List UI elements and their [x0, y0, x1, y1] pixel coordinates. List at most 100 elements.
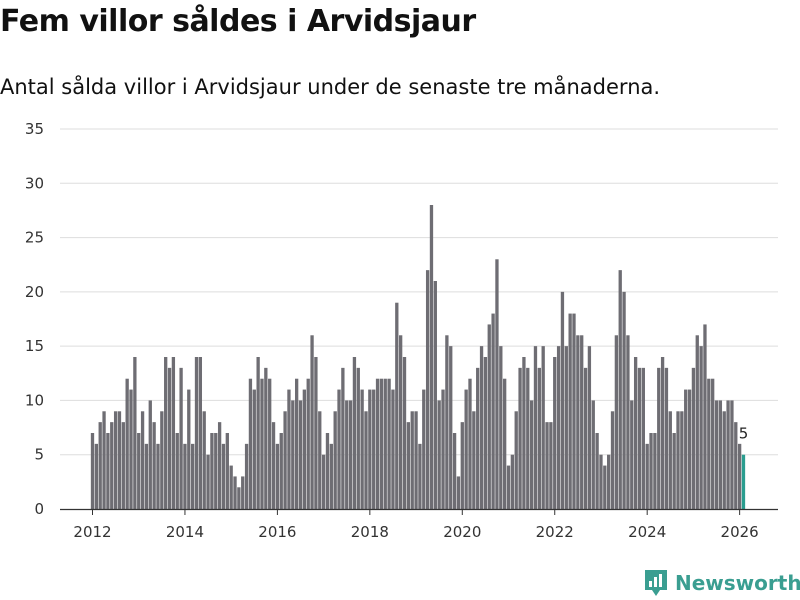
bar	[237, 487, 241, 509]
bar	[464, 389, 468, 509]
bar	[479, 346, 484, 509]
bar	[726, 400, 730, 509]
bar	[164, 357, 168, 509]
bar	[275, 443, 280, 509]
bar	[452, 433, 457, 509]
bar	[580, 335, 584, 509]
bar	[98, 422, 102, 509]
bar-highlight	[741, 454, 746, 509]
bar	[264, 367, 268, 509]
y-tick-label: 0	[34, 500, 44, 518]
chart-title: Fem villor såldes i Arvidsjaur	[0, 4, 476, 39]
x-tick-label: 2018	[351, 523, 389, 541]
bar	[537, 367, 541, 509]
bar	[214, 433, 218, 509]
bar	[341, 367, 345, 509]
x-tick-label: 2026	[721, 523, 759, 541]
bar	[711, 378, 715, 509]
y-tick-label: 30	[25, 174, 44, 192]
bar	[503, 378, 507, 509]
bar	[137, 433, 141, 509]
bar	[144, 443, 149, 509]
bar	[633, 357, 638, 509]
bar	[152, 422, 156, 509]
bar	[630, 400, 634, 509]
bar	[356, 367, 360, 509]
bar	[522, 357, 526, 509]
x-tick-label: 2022	[536, 523, 574, 541]
x-tick-label: 2016	[258, 523, 296, 541]
bar	[576, 335, 580, 509]
bar	[171, 357, 176, 509]
bar	[133, 357, 137, 509]
bar	[271, 422, 276, 509]
bar	[160, 411, 164, 509]
bar	[653, 433, 657, 509]
bar	[476, 367, 480, 509]
bar	[333, 411, 337, 509]
bar	[529, 400, 534, 509]
bar	[268, 378, 272, 509]
bar	[121, 422, 125, 509]
bar	[684, 389, 688, 509]
bar	[714, 400, 719, 509]
bar	[302, 389, 307, 509]
bar	[329, 443, 333, 509]
bar	[622, 291, 626, 509]
bar	[252, 389, 256, 509]
bar	[244, 443, 249, 509]
bar	[221, 443, 226, 509]
bar	[668, 411, 672, 509]
bar	[722, 411, 726, 509]
bar	[591, 400, 595, 509]
bar	[468, 378, 472, 509]
bar	[298, 400, 303, 509]
bar	[399, 335, 403, 509]
bar	[198, 357, 203, 509]
bar-chart: 0 5 10 15 20 25 30 35 2012 2014 2016 2018 2020 2022 20…	[25, 120, 778, 541]
bar	[483, 357, 488, 509]
bar	[375, 378, 380, 509]
bar	[187, 389, 191, 509]
bar	[526, 367, 530, 509]
data-label-last: 5	[739, 425, 749, 443]
bar	[737, 443, 742, 509]
bar	[148, 400, 152, 509]
bar	[325, 433, 330, 509]
bar	[718, 400, 723, 509]
y-tick-label: 20	[25, 283, 44, 301]
newsworthy-logo[interactable]: Newsworthy	[643, 568, 800, 598]
bar	[183, 443, 187, 509]
bar	[603, 465, 607, 509]
bar	[337, 389, 341, 509]
bar	[429, 205, 434, 509]
bar	[618, 270, 622, 509]
bar	[449, 346, 453, 509]
bar	[730, 400, 734, 509]
bar	[599, 454, 603, 509]
bar	[167, 367, 172, 509]
bar	[441, 389, 445, 509]
bar	[360, 389, 364, 509]
bar	[699, 346, 703, 509]
bar	[649, 433, 653, 509]
bar	[113, 411, 118, 509]
bar	[456, 476, 461, 509]
bar	[406, 422, 411, 509]
bar	[179, 367, 183, 509]
bar	[90, 433, 95, 509]
bar	[345, 400, 349, 509]
bar	[191, 443, 195, 509]
bar	[695, 335, 699, 509]
bar	[402, 357, 407, 509]
bar	[626, 335, 630, 509]
bar	[348, 400, 353, 509]
bar	[117, 411, 122, 509]
y-tick-label: 15	[25, 337, 44, 355]
bar	[229, 465, 233, 509]
bar	[676, 411, 680, 509]
bar	[680, 411, 684, 509]
bar	[556, 346, 561, 509]
bar	[225, 433, 229, 509]
bar	[306, 378, 310, 509]
